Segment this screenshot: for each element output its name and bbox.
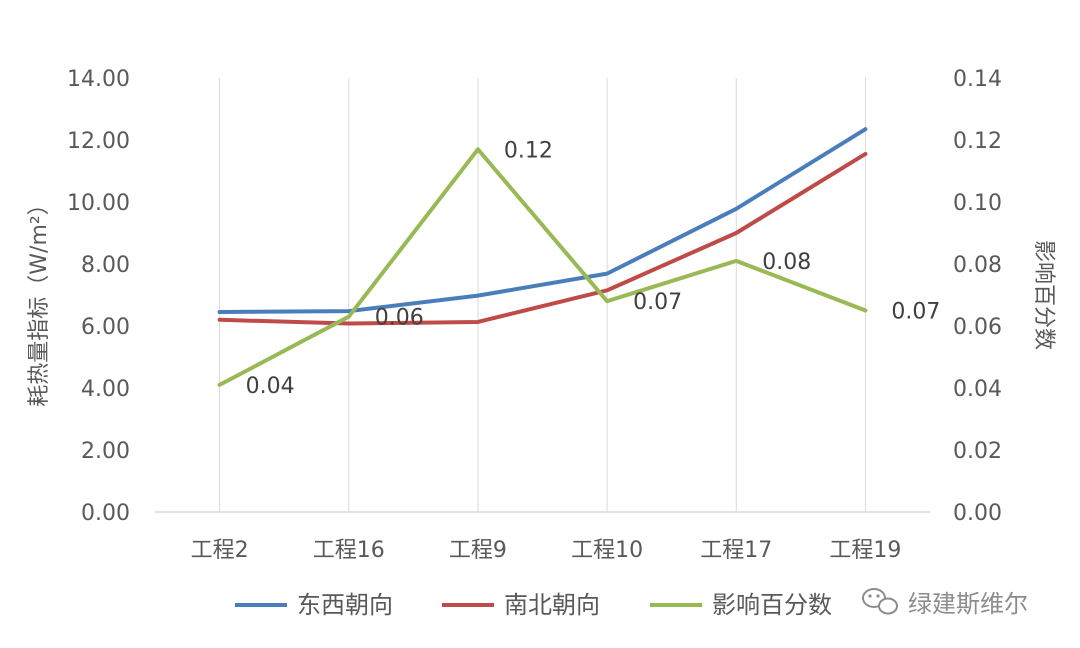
legend: 东西朝向 南北朝向 影响百分数 — [235, 591, 832, 619]
series-line-0 — [217, 127, 868, 315]
series-line-1 — [217, 151, 868, 326]
category-label: 工程10 — [571, 538, 643, 563]
data-label: 0.07 — [633, 290, 682, 315]
category-label: 工程9 — [449, 538, 507, 563]
right-axis-title: 影响百分数 — [1031, 240, 1056, 350]
category-label: 工程19 — [829, 538, 901, 563]
left-axis-title: 耗热量指标（W/m²） — [27, 193, 52, 406]
wechat-icon — [862, 588, 898, 615]
left-tick-label: 0.00 — [81, 501, 130, 526]
right-tick-label: 0.14 — [953, 67, 1002, 92]
legend-label: 影响百分数 — [712, 591, 832, 619]
data-label: 0.06 — [375, 306, 424, 331]
watermark: 绿建斯维尔 — [862, 588, 1028, 618]
data-label: 0.08 — [762, 250, 811, 275]
left-tick-label: 10.00 — [67, 191, 130, 216]
data-label: 0.12 — [504, 138, 553, 163]
left-tick-label: 6.00 — [81, 315, 130, 340]
category-label: 工程16 — [313, 538, 385, 563]
category-axis-labels: 工程2 工程16 工程9 工程10 工程17 工程19 — [191, 538, 902, 563]
left-tick-label: 14.00 — [67, 67, 130, 92]
left-tick-label: 12.00 — [67, 129, 130, 154]
series-line-2 — [217, 147, 868, 387]
left-axis-ticks: 0.00 2.00 4.00 6.00 8.00 10.00 12.00 14.00 — [67, 67, 130, 526]
category-label: 工程17 — [700, 538, 772, 563]
right-tick-label: 0.12 — [953, 129, 1002, 154]
right-axis-ticks: 0.00 0.02 0.04 0.06 0.08 0.10 0.12 0.14 — [953, 67, 1002, 526]
right-tick-label: 0.02 — [953, 439, 1002, 464]
data-labels: 0.04 0.06 0.12 0.07 0.08 0.07 — [246, 138, 941, 399]
left-tick-label: 8.00 — [81, 253, 130, 278]
right-tick-label: 0.00 — [953, 501, 1002, 526]
data-label: 0.04 — [246, 374, 295, 399]
legend-label: 南北朝向 — [504, 591, 600, 619]
right-tick-label: 0.04 — [953, 377, 1002, 402]
right-tick-label: 0.06 — [953, 315, 1002, 340]
left-tick-label: 2.00 — [81, 439, 130, 464]
series-lines — [217, 127, 868, 387]
category-label: 工程2 — [191, 538, 249, 563]
right-tick-label: 0.08 — [953, 253, 1002, 278]
watermark-text: 绿建斯维尔 — [908, 590, 1028, 618]
data-label: 0.07 — [891, 300, 940, 325]
left-tick-label: 4.00 — [81, 377, 130, 402]
legend-label: 东西朝向 — [297, 591, 393, 619]
right-tick-label: 0.10 — [953, 191, 1002, 216]
